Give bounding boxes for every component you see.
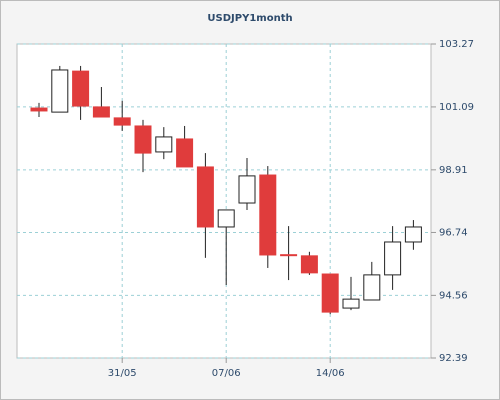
chart-title: USDJPY1month [207,13,292,24]
x-tick-label: 31/05 [108,368,137,379]
candle-body [280,254,298,257]
candle-body [72,70,90,107]
candle-body [176,138,194,168]
y-tick-label: 103.27 [439,39,474,50]
x-tick-label: 07/06 [212,368,241,379]
candle-body [155,136,173,153]
y-tick-label: 92.39 [439,353,468,364]
candle-body [92,106,110,118]
candle-body [113,117,131,126]
candle-body [238,175,256,204]
candle-body [196,166,214,228]
candle-body [51,69,69,113]
y-tick-label: 96.74 [439,227,468,238]
candle-body [30,107,48,112]
candle-body [384,241,402,276]
candle-body [134,125,152,154]
candle-body [259,174,277,256]
y-tick-label: 101.09 [439,102,474,113]
candle-body [300,255,318,274]
candle-body [404,226,422,243]
candle-body [321,273,339,313]
candle-body [363,274,381,301]
candle-body [217,209,235,228]
y-tick-label: 98.91 [439,165,468,176]
y-tick-label: 94.56 [439,290,468,301]
x-tick-label: 14/06 [316,368,345,379]
candle-body [342,298,360,309]
